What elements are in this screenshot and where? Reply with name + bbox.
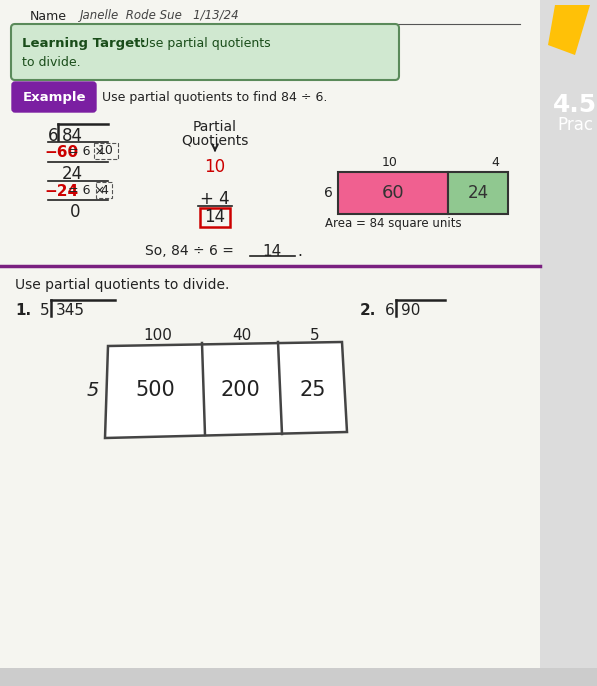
Text: 6: 6: [324, 186, 333, 200]
Text: 25: 25: [300, 380, 326, 400]
Text: Use partial quotients: Use partial quotients: [140, 36, 270, 49]
Bar: [338, 172, 448, 214]
Text: 14: 14: [262, 244, 282, 259]
Text: 24: 24: [62, 165, 83, 183]
FancyBboxPatch shape: [11, 24, 399, 80]
FancyBboxPatch shape: [12, 82, 96, 112]
Text: 10: 10: [204, 158, 226, 176]
Text: Janelle  Rode Sue   1/13/24: Janelle Rode Sue 1/13/24: [80, 10, 239, 23]
Text: to divide.: to divide.: [22, 56, 81, 69]
Text: 345: 345: [56, 303, 85, 318]
Text: 100: 100: [143, 327, 173, 342]
Text: Prac: Prac: [557, 116, 593, 134]
Text: 14: 14: [204, 208, 226, 226]
Text: 500: 500: [135, 380, 175, 400]
Text: = 6 ×: = 6 ×: [68, 184, 105, 197]
Text: 200: 200: [220, 380, 260, 400]
Text: 4.5: 4.5: [553, 93, 597, 117]
Bar: [448, 172, 508, 214]
Polygon shape: [548, 5, 590, 55]
Text: 6: 6: [48, 127, 59, 145]
Text: Use partial quotients to divide.: Use partial quotients to divide.: [15, 278, 229, 292]
Text: So, 84 ÷ 6 =: So, 84 ÷ 6 =: [145, 244, 238, 258]
Text: 60: 60: [381, 184, 404, 202]
Text: 5: 5: [87, 381, 99, 399]
Text: Example: Example: [22, 91, 86, 104]
Text: 24: 24: [467, 184, 488, 202]
Text: 4: 4: [100, 183, 108, 196]
Text: Name: Name: [30, 10, 67, 23]
Text: Partial: Partial: [193, 120, 237, 134]
Text: 10: 10: [382, 156, 398, 169]
Text: 0: 0: [70, 203, 81, 221]
Text: 6: 6: [385, 303, 395, 318]
Text: 5: 5: [40, 303, 50, 318]
Text: 5: 5: [310, 327, 320, 342]
Text: Use partial quotients to find 84 ÷ 6.: Use partial quotients to find 84 ÷ 6.: [102, 91, 327, 104]
Polygon shape: [105, 342, 347, 438]
Bar: [0, 668, 597, 686]
Text: 84: 84: [62, 127, 83, 145]
Text: −60: −60: [44, 145, 78, 160]
Text: 1.: 1.: [15, 303, 31, 318]
Text: 2.: 2.: [360, 303, 376, 318]
Text: Area = 84 square units: Area = 84 square units: [325, 217, 461, 230]
Text: −24: −24: [44, 184, 78, 199]
Text: 40: 40: [232, 327, 251, 342]
Text: Quotients: Quotients: [181, 133, 249, 147]
Text: = 6 ×: = 6 ×: [68, 145, 105, 158]
Text: 90: 90: [401, 303, 420, 318]
Text: 10: 10: [98, 145, 114, 158]
Bar: [200, 208, 230, 227]
Text: .: .: [297, 244, 302, 259]
Text: 4: 4: [491, 156, 499, 169]
Text: Learning Target:: Learning Target:: [22, 36, 146, 49]
Text: + 4: + 4: [200, 190, 230, 208]
